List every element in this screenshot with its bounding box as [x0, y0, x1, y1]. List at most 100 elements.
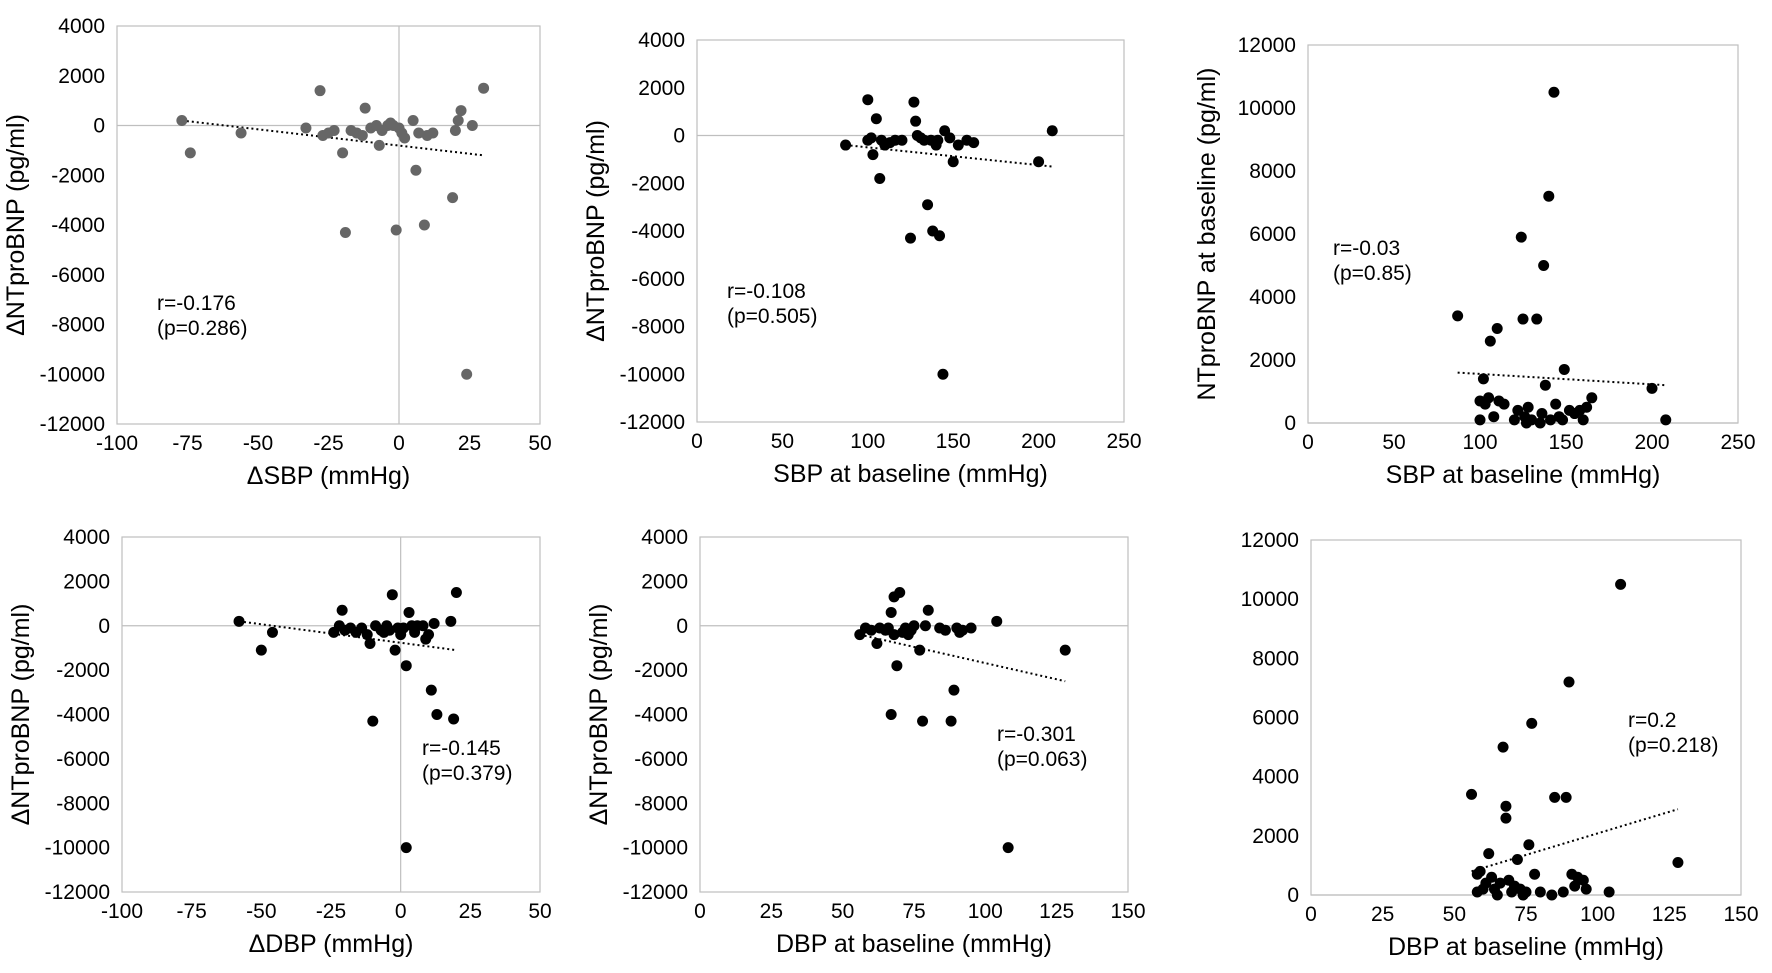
data-point [1550, 398, 1562, 410]
data-point [1581, 401, 1593, 413]
data-point [1491, 323, 1503, 334]
y-tick-label: -4000 [56, 704, 110, 727]
data-point [885, 606, 897, 618]
data-point [233, 615, 245, 627]
data-point [840, 139, 852, 151]
x-tick-label: -50 [246, 900, 276, 923]
x-tick-label: 50 [1443, 903, 1466, 926]
data-point [894, 586, 906, 598]
data-point [427, 127, 439, 139]
data-point [1563, 676, 1575, 688]
y-tick-label: 2000 [641, 570, 688, 593]
data-point [336, 604, 348, 616]
data-point [1520, 886, 1532, 898]
data-point [905, 232, 916, 244]
data-point [448, 713, 460, 725]
data-point [337, 147, 349, 159]
data-point [1486, 871, 1498, 883]
data-point [461, 368, 473, 380]
y-tick-label: 4000 [58, 15, 105, 38]
data-point [407, 115, 419, 127]
data-point [888, 629, 900, 641]
data-point [917, 715, 929, 727]
x-tick-label: 200 [1021, 430, 1056, 453]
data-point [452, 115, 464, 127]
data-point [1615, 578, 1627, 590]
correlation-p-label: (p=0.218) [1628, 734, 1718, 757]
data-point [1545, 414, 1557, 426]
data-point [1558, 363, 1570, 375]
data-point [1483, 392, 1495, 404]
data-point [1497, 741, 1509, 753]
y-tick-label: 2000 [1249, 349, 1296, 372]
y-tick-label: 4000 [63, 526, 110, 549]
data-point [1672, 856, 1684, 868]
data-point [176, 115, 188, 127]
data-point [1508, 414, 1520, 426]
y-axis-label: ΔNTproBNP (pg/ml) [7, 604, 35, 826]
data-point [865, 624, 877, 636]
data-point [1517, 313, 1529, 325]
data-point [478, 82, 490, 94]
y-tick-label: 2000 [58, 65, 105, 88]
correlation-p-label: (p=0.286) [157, 317, 247, 340]
y-tick-label: -12000 [623, 881, 688, 904]
x-tick-label: -50 [243, 432, 273, 455]
correlation-r-label: r=0.2 [1628, 709, 1676, 732]
data-point [1531, 313, 1543, 325]
y-tick-label: 2000 [1252, 825, 1299, 848]
data-point [1033, 156, 1045, 168]
correlation-r-label: r=-0.108 [727, 280, 806, 303]
y-tick-label: 0 [93, 115, 105, 138]
y-tick-label: 4000 [1252, 766, 1299, 789]
data-point [947, 156, 959, 168]
data-point [1646, 382, 1658, 394]
chart-panel-3: 0 50 100 150 200 250 12000 10000 8000 6000 4000 200… [1193, 34, 1756, 489]
data-point [1500, 800, 1512, 812]
y-tick-label: 2000 [63, 570, 110, 593]
data-point [428, 618, 440, 630]
data-point [1539, 379, 1551, 391]
data-point [339, 226, 351, 238]
data-point [914, 644, 926, 656]
data-point [937, 368, 949, 380]
y-tick-label: -10000 [40, 363, 105, 386]
data-point [919, 620, 931, 632]
data-point [397, 622, 409, 634]
data-point [410, 164, 422, 176]
y-tick-label: -8000 [51, 314, 105, 337]
data-point [862, 94, 874, 106]
y-tick-label: -10000 [45, 837, 110, 860]
y-tick-label: -6000 [631, 268, 685, 291]
y-tick-label: -2000 [634, 659, 688, 682]
y-tick-label: 12000 [1241, 529, 1299, 552]
y-tick-label: -2000 [56, 659, 110, 682]
data-point [1059, 644, 1071, 656]
data-point [922, 199, 934, 211]
chart-panel-4: -100 -75 -50 -25 0 25 50 4000 2000 0 -2000 -4000 -60… [7, 526, 552, 958]
data-point [1500, 812, 1512, 824]
data-point [870, 113, 882, 125]
data-point [957, 624, 969, 636]
data-point [328, 124, 340, 136]
data-point [364, 638, 376, 649]
data-point [400, 842, 412, 854]
data-point [910, 115, 922, 127]
x-tick-label: 75 [902, 900, 925, 923]
trend-line [859, 633, 1066, 683]
data-point [423, 629, 435, 641]
y-tick-label: -6000 [51, 264, 105, 287]
y-axis-label: ΔNTproBNP (pg/ml) [582, 120, 610, 342]
y-axis-label: ΔNTproBNP (pg/ml) [2, 114, 30, 336]
correlation-r-label: r=-0.03 [1333, 237, 1400, 260]
x-tick-label: 25 [459, 900, 482, 923]
data-point [1522, 401, 1534, 413]
chart-panel-6: 0 25 50 75 100 125 150 12000 10000 8000 6000 4000 20… [1241, 529, 1759, 961]
data-point [1498, 398, 1510, 410]
correlation-p-label: (p=0.85) [1333, 262, 1412, 285]
data-point [965, 622, 977, 634]
y-tick-label: -8000 [56, 792, 110, 815]
x-tick-label: 250 [1106, 430, 1141, 453]
x-axis-label: SBP at baseline (mmHg) [773, 460, 1048, 488]
